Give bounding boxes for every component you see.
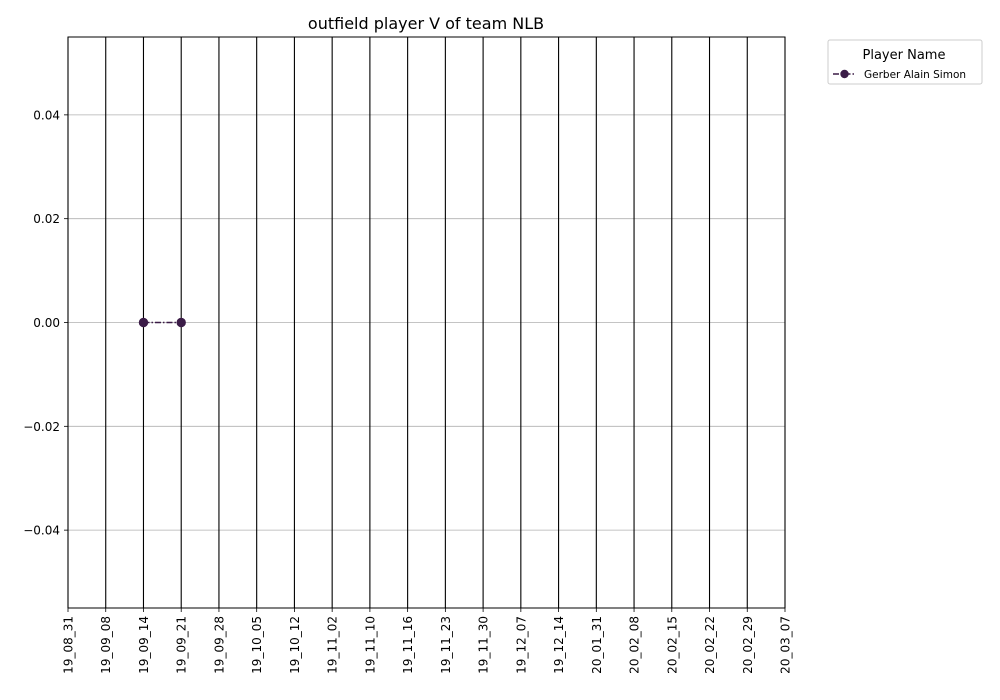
x-tick-label: 19_10_05	[250, 616, 264, 674]
axes-layer: −0.04 −0.02 0.00 0.02 0.04 19_08_31 19_09_08 19…	[23, 36, 793, 674]
x-tick-label: 19_11_16	[401, 616, 415, 674]
series-gerber-alain-simon	[138, 317, 186, 328]
y-tick-label: 0.04	[33, 108, 60, 122]
grid-layer	[68, 114, 785, 531]
x-tick-label: 19_12_14	[552, 616, 566, 674]
x-tick-label: 19_11_10	[363, 616, 377, 674]
data-point	[176, 317, 186, 328]
y-tick-label: −0.04	[23, 524, 60, 538]
legend: Player Name Gerber Alain Simon	[827, 39, 983, 85]
plot-frame	[67, 36, 786, 609]
chart-title: outfield player V of team NLB	[308, 14, 544, 33]
legend-entries: Gerber Alain Simon	[833, 69, 966, 81]
legend-title: Player Name	[863, 48, 946, 63]
x-tick-label: 19_11_02	[326, 616, 340, 674]
y-tick-label: 0.02	[33, 212, 60, 226]
x-tick-label: 19_10_12	[288, 616, 302, 674]
legend-marker	[840, 69, 849, 79]
x-tick-label: 20_02_08	[628, 616, 642, 674]
x-tick-label: 19_11_23	[439, 616, 453, 674]
x-tick-label: 20_01_31	[590, 616, 604, 674]
y-tick-label: −0.02	[23, 420, 60, 434]
x-tick-label: 20_02_29	[741, 616, 755, 674]
x-tick-label: 19_12_07	[514, 616, 528, 674]
x-tick-label: 19_08_31	[62, 616, 76, 674]
legend-box	[827, 39, 983, 85]
x-tick-label: 19_09_14	[137, 616, 151, 674]
x-tick-label: 20_02_22	[703, 616, 717, 674]
x-tick-label: 19_09_21	[175, 616, 189, 674]
data-point	[138, 317, 149, 328]
series-layer	[138, 317, 186, 328]
x-tick-label: 19_09_28	[212, 616, 226, 674]
x-tick-label: 20_02_15	[665, 616, 679, 674]
x-tick-label: 20_03_07	[779, 616, 793, 674]
y-tick-label: 0.00	[33, 316, 60, 330]
legend-label: Gerber Alain Simon	[864, 69, 966, 81]
x-tick-label: 19_09_08	[99, 616, 113, 674]
x-tick-label: 19_11_30	[477, 616, 491, 674]
